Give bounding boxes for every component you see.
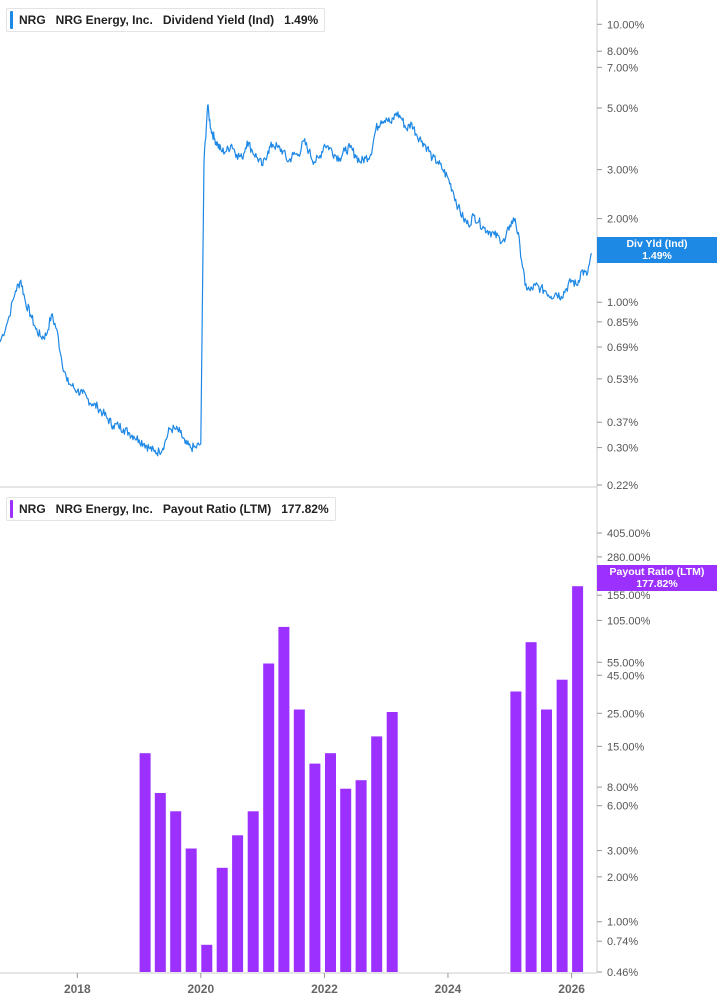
payout-ratio-plot — [139, 586, 584, 972]
payout-ratio-bar — [556, 679, 568, 972]
y-tick-label: 6.00% — [607, 801, 638, 813]
payout-ratio-bar — [139, 753, 151, 972]
y-tick-label: 2.00% — [607, 872, 638, 884]
badge-label: Div Yld (Ind) — [626, 238, 688, 250]
payout-ratio-bar — [355, 780, 367, 972]
payout-ratio-bar — [510, 691, 522, 972]
y-tick-label: 0.22% — [607, 480, 638, 492]
y-tick-label: 0.46% — [607, 967, 638, 979]
y-tick-label: 0.85% — [607, 317, 638, 329]
legend-metric: Dividend Yield (Ind) — [162, 13, 275, 27]
axes: 10.00% 8.00% 7.00% 5.00% 3.00% 2.00% 1.00% 0.85… — [0, 0, 651, 996]
dividend-yield-plot — [0, 104, 593, 457]
payout-ratio-bar — [309, 763, 321, 972]
y-tick-label: 2.00% — [607, 214, 638, 226]
legend-company: NRG Energy, Inc. — [55, 502, 153, 516]
y-tick-label: 0.37% — [607, 417, 638, 429]
payout-ratio-bar — [154, 793, 166, 972]
payout-ratio-bar — [247, 811, 259, 972]
y-tick-label: 8.00% — [607, 782, 638, 794]
legend-color-swatch — [10, 11, 13, 29]
y-tick-label: 280.00% — [607, 552, 651, 564]
payout-ratio-bar — [541, 709, 552, 972]
x-tick-label: 2020 — [187, 982, 214, 996]
y-tick-label: 45.00% — [607, 670, 645, 682]
y-tick-label: 155.00% — [607, 590, 651, 602]
y-tick-label: 10.00% — [607, 19, 645, 31]
payout-ratio-bar — [201, 944, 213, 972]
payout-ratio-bar — [340, 788, 352, 972]
legend-ticker: NRG — [19, 13, 46, 27]
legend-metric: Payout Ratio (LTM) — [162, 502, 272, 516]
y-tick-label: 0.69% — [607, 342, 638, 354]
payout-ratio-bar — [185, 848, 197, 972]
y-tick-label: 3.00% — [607, 846, 638, 858]
x-tick-label: 2026 — [558, 982, 585, 996]
x-tick-label: 2022 — [311, 982, 338, 996]
badge-value: 1.49% — [642, 250, 672, 262]
legend-value: 177.82% — [281, 502, 329, 516]
badge-value: 177.82% — [636, 578, 678, 590]
legend-company: NRG Energy, Inc. — [55, 13, 153, 27]
payout-ratio-bar — [232, 835, 244, 972]
badge-label: Payout Ratio (LTM) — [609, 566, 705, 578]
dividend-yield-legend: NRG NRG Energy, Inc. Dividend Yield (Ind… — [6, 8, 326, 32]
y-tick-label: 105.00% — [607, 615, 651, 627]
y-tick-label: 0.74% — [607, 936, 638, 948]
payout-ratio-bar — [216, 867, 228, 972]
legend-ticker: NRG — [19, 502, 46, 516]
y-tick-label: 55.00% — [607, 657, 645, 669]
y-tick-label: 1.00% — [607, 917, 638, 929]
payout-ratio-bar — [325, 753, 336, 972]
y-tick-label: 25.00% — [607, 708, 645, 720]
payout-ratio-bar — [293, 709, 305, 972]
legend-value: 1.49% — [284, 13, 319, 27]
y-tick-label: 5.00% — [607, 103, 638, 115]
dividend-yield-badge: Div Yld (Ind) 1.49% — [597, 237, 717, 263]
payout-ratio-badge: Payout Ratio (LTM) 177.82% — [597, 565, 717, 591]
y-tick-label: 1.00% — [607, 297, 638, 309]
dividend-yield-line — [0, 104, 593, 457]
payout-ratio-bar — [572, 586, 584, 972]
payout-ratio-bar — [263, 663, 275, 972]
y-tick-label: 3.00% — [607, 165, 638, 177]
legend-color-swatch — [10, 500, 13, 518]
y-tick-label: 405.00% — [607, 528, 651, 540]
payout-ratio-bar — [371, 736, 383, 972]
y-tick-label: 15.00% — [607, 741, 645, 753]
x-tick-label: 2024 — [435, 982, 462, 996]
y-tick-label: 0.53% — [607, 374, 638, 386]
payout-ratio-bar — [386, 712, 398, 972]
y-tick-label: 8.00% — [607, 46, 638, 58]
payout-ratio-bar — [170, 811, 182, 972]
payout-ratio-bar — [525, 642, 537, 972]
payout-ratio-bar — [278, 626, 290, 972]
y-tick-label: 7.00% — [607, 62, 638, 74]
payout-ratio-legend: NRG NRG Energy, Inc. Payout Ratio (LTM) … — [6, 497, 336, 521]
y-tick-label: 0.30% — [607, 443, 638, 455]
x-tick-label: 2018 — [64, 982, 91, 996]
